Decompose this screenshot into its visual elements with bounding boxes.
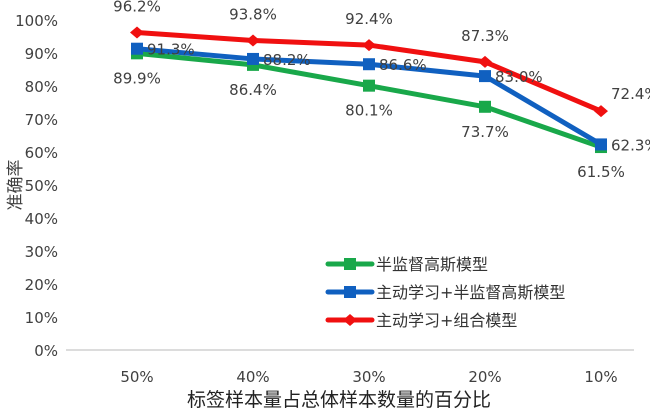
x-tick-label: 30% [352, 368, 385, 386]
data-point-marker [131, 42, 143, 55]
data-point-marker [246, 34, 260, 47]
data-label: 96.2% [113, 0, 161, 16]
legend-marker-icon [344, 286, 356, 298]
legend-label: 半监督高斯模型 [376, 255, 488, 274]
data-point-marker [478, 55, 492, 68]
data-label: 86.4% [229, 81, 277, 99]
legend-item: 半监督高斯模型 [325, 255, 488, 274]
x-axis-title: 标签样本量占总体样本数量的百分比 [187, 389, 491, 411]
y-tick-label: 30% [25, 243, 58, 261]
x-tick-label: 50% [120, 368, 153, 386]
data-label: 93.8% [229, 5, 277, 23]
y-tick-label: 20% [25, 276, 58, 294]
x-tick-label: 40% [236, 368, 269, 386]
data-point-marker [362, 39, 376, 52]
data-label: 89.9% [113, 69, 161, 87]
series-2 [130, 26, 608, 118]
data-point-marker [247, 52, 259, 65]
data-point-marker [363, 58, 375, 71]
y-tick-label: 70% [25, 111, 58, 129]
data-label: 83.0% [495, 68, 543, 86]
series-1 [131, 42, 607, 151]
data-point-marker [363, 79, 375, 92]
data-label: 92.4% [345, 10, 393, 28]
legend-item: 主动学习+组合模型 [325, 311, 517, 330]
legend-marker-icon [344, 258, 356, 270]
x-tick-label: 20% [468, 368, 501, 386]
data-label: 91.3% [147, 41, 195, 59]
data-label: 86.6% [379, 56, 427, 74]
data-label: 73.7% [461, 123, 509, 141]
data-label: 62.3% [611, 136, 650, 154]
data-label: 88.2% [263, 51, 311, 69]
data-label: 72.4% [611, 85, 650, 103]
data-label: 80.1% [345, 102, 393, 120]
y-tick-label: 100% [15, 12, 58, 30]
y-tick-label: 50% [25, 177, 58, 195]
data-point-marker [479, 100, 491, 113]
y-tick-label: 80% [25, 78, 58, 96]
data-point-marker [479, 70, 491, 83]
data-point-marker [594, 105, 608, 118]
y-axis-title: 准确率 [6, 160, 26, 211]
y-tick-label: 10% [25, 309, 58, 327]
legend-marker-icon [343, 314, 357, 326]
legend-label: 主动学习+半监督高斯模型 [376, 283, 565, 302]
legend-item: 主动学习+半监督高斯模型 [325, 283, 565, 302]
data-label: 87.3% [461, 27, 509, 45]
data-point-marker [595, 138, 607, 151]
data-point-marker [130, 26, 144, 39]
y-tick-label: 60% [25, 144, 58, 162]
x-tick-label: 10% [584, 368, 617, 386]
y-tick-label: 0% [34, 342, 58, 360]
data-label: 61.5% [577, 163, 625, 181]
y-tick-label: 90% [25, 45, 58, 63]
y-tick-label: 40% [25, 210, 58, 228]
legend-label: 主动学习+组合模型 [376, 311, 517, 330]
